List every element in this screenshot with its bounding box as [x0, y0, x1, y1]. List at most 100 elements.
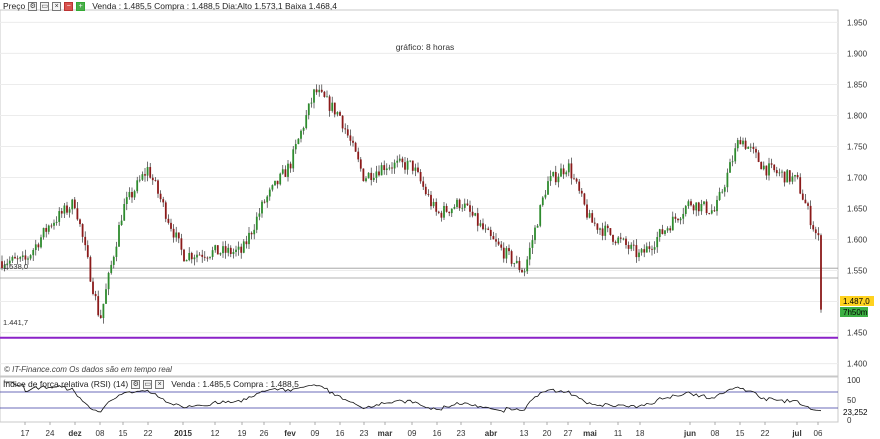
candle-body: [794, 175, 796, 177]
candle-body: [162, 199, 165, 203]
y-tick-label: 1.700: [847, 173, 868, 182]
candle-body: [760, 161, 763, 170]
candle-body: [29, 255, 32, 259]
candle-body: [391, 167, 393, 169]
candle-body: [547, 181, 549, 195]
candle-body: [232, 252, 235, 255]
candle-body: [627, 244, 630, 249]
candle-body: [367, 172, 370, 179]
candle-body: [198, 254, 201, 256]
candle-body: [666, 228, 669, 231]
candle-body: [289, 163, 292, 169]
candle-body: [409, 160, 412, 162]
candle-body: [749, 146, 752, 148]
candle-body: [583, 193, 586, 205]
candle-body: [68, 209, 71, 213]
x-tick-label: 2015: [174, 429, 192, 438]
candle-body: [333, 102, 336, 115]
candle-body: [185, 260, 188, 262]
candle-body: [645, 246, 648, 253]
candle-body: [24, 255, 27, 260]
candle-body: [388, 167, 391, 169]
candle-body: [531, 240, 534, 248]
x-tick-label: 18: [636, 429, 645, 438]
rsi-tick-label: 50: [847, 396, 856, 405]
candle-body: [141, 174, 144, 180]
candle-body: [804, 199, 807, 204]
candle-body: [203, 256, 206, 258]
candle-body: [482, 223, 484, 230]
candle-body: [435, 201, 438, 212]
candle-body: [773, 164, 776, 171]
window-icon[interactable]: ▭: [40, 1, 50, 11]
candle-body: [71, 199, 74, 210]
candle-body: [726, 172, 729, 188]
candle-body: [445, 205, 448, 212]
candle-body: [710, 210, 713, 214]
candle-body: [575, 178, 578, 182]
candle-body: [190, 252, 193, 260]
close-icon[interactable]: ×: [52, 1, 62, 11]
candle-body: [820, 235, 822, 310]
candle-body: [224, 246, 227, 253]
candle-body: [458, 199, 461, 209]
candle-body: [604, 225, 607, 236]
y-tick-label: 1.900: [847, 49, 868, 58]
candle-body: [284, 169, 287, 177]
candle-body: [463, 203, 466, 208]
candle-body: [591, 213, 594, 223]
candle-body: [146, 167, 149, 176]
wrench-icon[interactable]: ⚙: [28, 1, 38, 11]
candle-body: [253, 229, 256, 235]
y-tick-label: 1.600: [847, 236, 868, 245]
candle-body: [622, 238, 625, 240]
close-icon[interactable]: ×: [155, 379, 165, 389]
candle-body: [99, 315, 102, 319]
candle-body: [81, 224, 84, 237]
candle-body: [170, 222, 172, 229]
candle-body: [664, 230, 666, 234]
candle-body: [674, 216, 677, 219]
candle-body: [437, 211, 440, 213]
candle-body: [227, 247, 230, 253]
candle-body: [809, 205, 812, 226]
candle-body: [401, 158, 404, 163]
rsi-toolbar: Índice de força relativa (RSI) (14) ⚙ ▭ …: [3, 378, 299, 390]
candle-body: [528, 247, 531, 260]
candle-body: [138, 179, 141, 181]
candle-body: [580, 190, 583, 194]
candle-body: [229, 247, 232, 255]
candle-body: [151, 177, 154, 181]
candle-body: [237, 246, 240, 250]
interval-label: gráfico: 8 horas: [396, 42, 455, 52]
candle-body: [196, 254, 198, 258]
window-icon[interactable]: ▭: [143, 379, 153, 389]
wrench-icon[interactable]: ⚙: [131, 379, 141, 389]
rsi-tick-label: 100: [847, 376, 861, 385]
candle-body: [11, 256, 14, 261]
minus-icon[interactable]: −: [64, 1, 74, 11]
candle-body: [375, 171, 378, 178]
candle-body: [1, 261, 3, 269]
candle-body: [107, 272, 110, 290]
candle-body: [427, 194, 430, 195]
candle-body: [354, 142, 357, 152]
candle-body: [292, 149, 295, 169]
candle-body: [323, 91, 326, 97]
candle-body: [263, 201, 266, 203]
candle-body: [180, 238, 183, 250]
candle-body: [37, 244, 40, 248]
candle-body: [510, 251, 513, 264]
candle-body: [783, 171, 786, 183]
plus-icon[interactable]: +: [76, 1, 86, 11]
candle-body: [718, 191, 721, 200]
candle-body: [796, 175, 799, 178]
candle-body: [172, 228, 175, 238]
rsi-value: 23,252: [843, 408, 868, 417]
candle-body: [313, 89, 315, 103]
candle-body: [21, 255, 24, 258]
candle-body: [159, 193, 162, 200]
candle-body: [653, 247, 656, 250]
candle-body: [443, 205, 445, 218]
candle-body: [320, 89, 323, 92]
